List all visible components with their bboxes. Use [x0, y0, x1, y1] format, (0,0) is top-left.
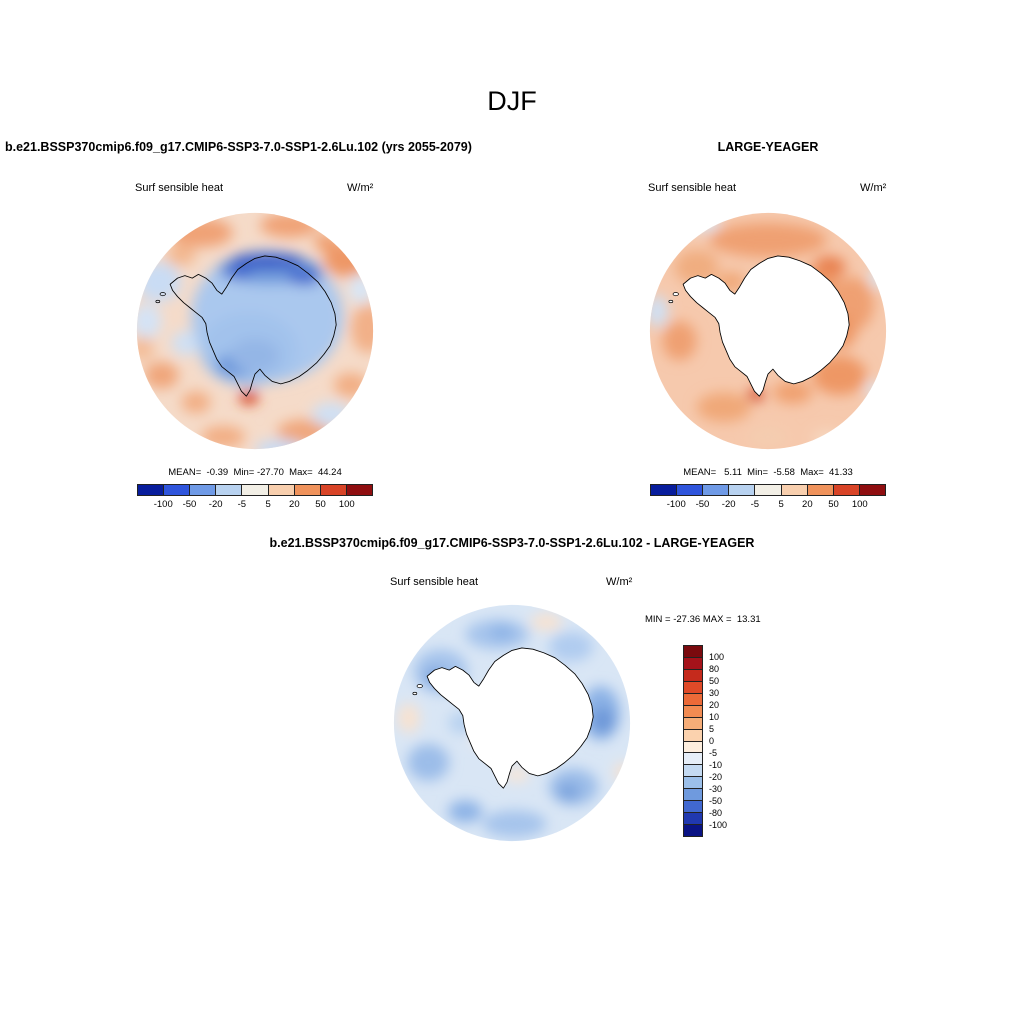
obs-colorbar: -100 -50 -20 -5 5 20 50 100	[650, 484, 886, 510]
colorbar-tick-label: -100	[153, 499, 173, 510]
obs-stats: MEAN= 5.11 Min= -5.58 Max= 41.33	[683, 467, 853, 478]
colorbar-tick-label: 20	[709, 700, 720, 710]
colorbar-cell	[781, 485, 808, 495]
obs-map	[649, 212, 887, 450]
model-stats: MEAN= -0.39 Min= -27.70 Max= 44.24	[168, 467, 342, 478]
colorbar-tick-label: -100	[709, 820, 728, 830]
colorbar-cell	[684, 729, 702, 742]
colorbar-ticks: -100 -50 -20 -5 5 20 50 100	[137, 496, 373, 510]
colorbar-cell	[684, 777, 702, 790]
model-map	[136, 212, 374, 450]
colorbar-cells	[650, 484, 886, 496]
colorbar-cell	[684, 741, 702, 754]
colorbar-tick-label: 50	[315, 499, 326, 510]
colorbar-cell	[684, 657, 702, 670]
colorbar-cell	[684, 717, 702, 730]
colorbar-tick-label: 100	[338, 499, 355, 510]
colorbar-cells	[683, 645, 703, 837]
colorbar-cell	[684, 681, 702, 694]
colorbar-cell	[684, 765, 702, 778]
colorbar-tick-label: -100	[666, 499, 686, 510]
colorbar-cell	[684, 693, 702, 706]
colorbar-tick-label: -20	[709, 772, 723, 782]
colorbar-cell	[320, 485, 347, 495]
colorbar-tick-label: -20	[721, 499, 736, 510]
colorbar-cell	[216, 485, 243, 495]
colorbar-tick-label: -50	[709, 796, 723, 806]
colorbar-tick-label: -30	[709, 784, 723, 794]
diff-units-label: W/m²	[606, 576, 633, 588]
colorbar-cell	[294, 485, 321, 495]
colorbar-cells	[137, 484, 373, 496]
colorbar-cell	[677, 485, 704, 495]
diff-panel-title: b.e21.BSSP370cmip6.f09_g17.CMIP6-SSP3-7.…	[269, 536, 755, 550]
colorbar-cell	[684, 789, 702, 802]
colorbar-cell	[346, 485, 372, 495]
colorbar-cell	[684, 753, 702, 766]
colorbar-tick-label: 30	[709, 688, 720, 698]
colorbar-cell	[684, 825, 702, 836]
colorbar-cell	[684, 705, 702, 718]
colorbar-tick-label: 5	[778, 499, 784, 510]
colorbar-cell	[684, 646, 702, 658]
colorbar-cell	[684, 669, 702, 682]
field-blobs	[397, 613, 631, 838]
obs-panel-title: LARGE-YEAGER	[717, 140, 819, 154]
colorbar-ticks: -100 -50 -20 -5 5 20 50 100	[650, 496, 886, 510]
colorbar-tick-label: 100	[709, 652, 725, 662]
colorbar-cell	[807, 485, 834, 495]
model-map-field	[136, 212, 374, 450]
colorbar-cell	[755, 485, 782, 495]
colorbar-tick-label: 0	[709, 736, 715, 746]
colorbar-tick-label: 50	[828, 499, 839, 510]
colorbar-cell	[859, 485, 885, 495]
figure-title: DJF	[487, 86, 537, 116]
diff-minmax: MIN = -27.36 MAX = 13.31	[645, 614, 761, 625]
colorbar-tick-label: 10	[709, 712, 720, 722]
colorbar-tick-label: 5	[709, 724, 715, 734]
colorbar-cell	[138, 485, 165, 495]
colorbar-cell	[833, 485, 860, 495]
obs-units-label: W/m²	[860, 182, 887, 194]
colorbar-tick-label: -50	[182, 499, 197, 510]
colorbar-tick-label: 20	[289, 499, 300, 510]
colorbar-tick-label: -10	[709, 760, 723, 770]
colorbar-cell	[684, 801, 702, 814]
model-variable-label: Surf sensible heat	[135, 182, 224, 194]
colorbar-tick-label: 50	[709, 676, 720, 686]
colorbar-tick-label: -5	[750, 499, 760, 510]
colorbar-cell	[651, 485, 678, 495]
colorbar-cell	[703, 485, 730, 495]
colorbar-tick-label: 100	[851, 499, 868, 510]
colorbar-tick-label: -50	[695, 499, 710, 510]
colorbar-cell	[684, 813, 702, 826]
colorbar-tick-label: 20	[802, 499, 813, 510]
colorbar-tick-label: -5	[237, 499, 247, 510]
model-colorbar: -100 -50 -20 -5 5 20 50 100	[137, 484, 373, 510]
colorbar-tick-label: -5	[709, 748, 718, 758]
diff-variable-label: Surf sensible heat	[390, 576, 479, 588]
model-panel-title: b.e21.BSSP370cmip6.f09_g17.CMIP6-SSP3-7.…	[5, 140, 472, 154]
colorbar-tick-label: -80	[709, 808, 723, 818]
diff-map	[393, 604, 631, 842]
colorbar-cell	[164, 485, 191, 495]
obs-variable-label: Surf sensible heat	[648, 182, 737, 194]
diff-colorbar: 100 80 50 30 20 10 5 0 -5 -10 -20 -30 -50 -80 -100	[683, 645, 753, 845]
colorbar-tick-label: -20	[208, 499, 223, 510]
colorbar-cell	[268, 485, 295, 495]
colorbar-tick-label: 5	[265, 499, 271, 510]
colorbar-cell	[242, 485, 269, 495]
model-units-label: W/m²	[347, 182, 374, 194]
colorbar-cell	[729, 485, 756, 495]
colorbar-cell	[190, 485, 217, 495]
colorbar-tick-label: 80	[709, 664, 720, 674]
